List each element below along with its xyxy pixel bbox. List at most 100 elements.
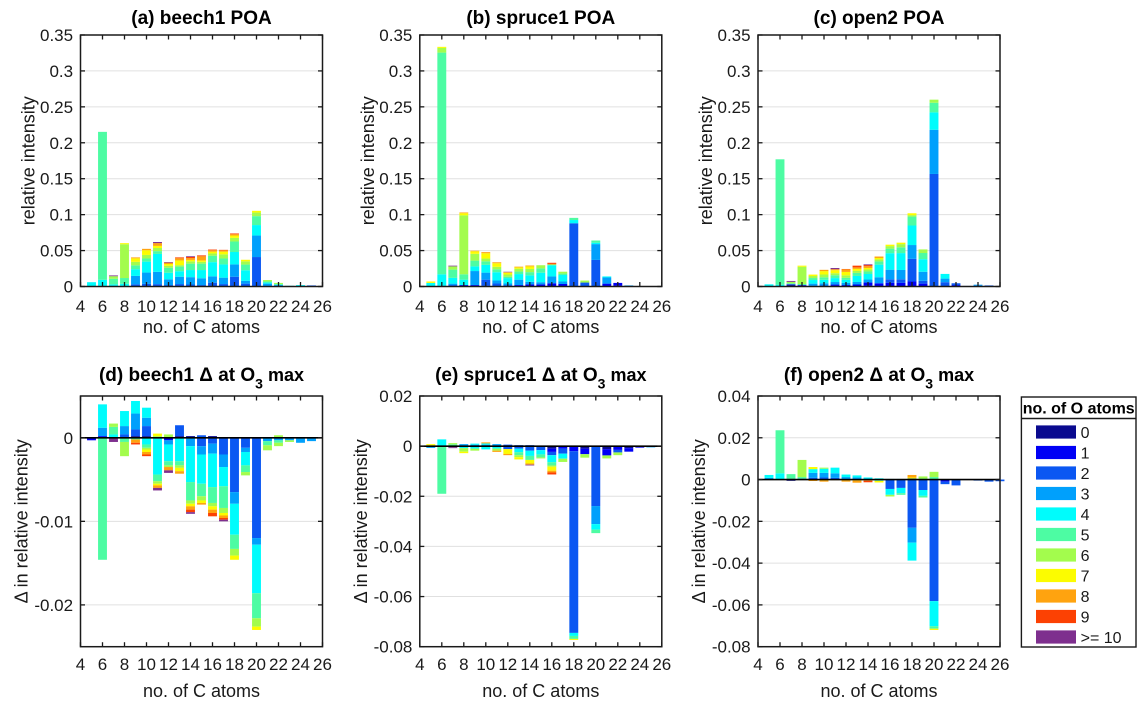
svg-text:10: 10 [137,655,156,674]
svg-text:12: 12 [159,297,178,316]
svg-text:4: 4 [415,297,424,316]
svg-text:0: 0 [403,437,412,456]
svg-text:(a) beech1 POA: (a) beech1 POA [131,8,272,29]
svg-text:Δ in relative intensity: Δ in relative intensity [689,439,709,603]
svg-text:-0.06: -0.06 [712,596,751,615]
svg-text:0.1: 0.1 [49,206,73,225]
svg-text:Δ in relative intensity: Δ in relative intensity [351,439,371,603]
svg-text:16: 16 [881,655,900,674]
svg-text:8: 8 [120,655,129,674]
svg-text:5: 5 [1081,527,1090,544]
svg-text:Δ in relative intensity: Δ in relative intensity [12,439,32,603]
svg-text:16: 16 [203,297,222,316]
svg-text:24: 24 [291,655,310,674]
svg-text:0.3: 0.3 [49,62,73,81]
svg-text:0: 0 [64,429,73,448]
svg-text:22: 22 [269,297,288,316]
svg-text:26: 26 [991,655,1010,674]
svg-text:0.25: 0.25 [40,98,73,117]
svg-text:24: 24 [291,297,310,316]
svg-text:12: 12 [159,655,178,674]
svg-text:0: 0 [64,278,73,297]
svg-text:0.05: 0.05 [718,242,751,261]
svg-text:10: 10 [476,655,495,674]
svg-text:8: 8 [797,655,806,674]
svg-text:18: 18 [225,655,244,674]
svg-text:6: 6 [98,655,107,674]
svg-text:4: 4 [753,297,762,316]
svg-text:14: 14 [859,655,878,674]
svg-text:14: 14 [520,297,539,316]
svg-text:20: 20 [586,655,605,674]
svg-text:4: 4 [753,655,762,674]
svg-text:22: 22 [608,297,627,316]
svg-text:-0.02: -0.02 [712,512,751,531]
svg-text:0.02: 0.02 [379,387,412,406]
svg-text:4: 4 [1081,507,1090,524]
svg-text:16: 16 [542,655,561,674]
svg-text:18: 18 [225,297,244,316]
svg-text:0: 0 [403,278,412,297]
svg-text:20: 20 [586,297,605,316]
svg-text:12: 12 [498,297,517,316]
svg-text:22: 22 [608,655,627,674]
svg-text:22: 22 [269,655,288,674]
svg-text:8: 8 [1081,589,1090,606]
svg-text:0.05: 0.05 [379,242,412,261]
svg-text:0.2: 0.2 [727,134,751,153]
svg-text:-0.01: -0.01 [34,512,73,531]
svg-text:6: 6 [437,655,446,674]
svg-text:no. of C atoms: no. of C atoms [482,681,599,701]
svg-text:12: 12 [498,655,517,674]
svg-text:(c) open2 POA: (c) open2 POA [814,8,945,29]
svg-text:0: 0 [741,278,750,297]
svg-text:26: 26 [652,297,671,316]
svg-text:12: 12 [837,297,856,316]
svg-text:8: 8 [120,297,129,316]
svg-text:0.02: 0.02 [718,429,751,448]
svg-text:0.15: 0.15 [40,170,73,189]
svg-text:16: 16 [881,297,900,316]
svg-text:0.3: 0.3 [389,62,413,81]
svg-text:0.35: 0.35 [718,26,751,45]
svg-text:20: 20 [247,655,266,674]
svg-text:-0.04: -0.04 [374,537,413,556]
svg-text:4: 4 [76,297,85,316]
svg-text:9: 9 [1081,609,1090,626]
svg-text:3: 3 [1081,486,1090,503]
svg-text:no. of C atoms: no. of C atoms [482,317,599,337]
svg-text:6: 6 [98,297,107,316]
svg-text:10: 10 [815,297,834,316]
svg-text:16: 16 [203,655,222,674]
svg-text:no. of O atoms: no. of O atoms [1023,401,1135,418]
svg-text:6: 6 [775,655,784,674]
svg-text:10: 10 [476,297,495,316]
svg-text:no. of C atoms: no. of C atoms [820,317,937,337]
svg-text:24: 24 [969,297,988,316]
svg-text:6: 6 [437,297,446,316]
svg-text:0.05: 0.05 [40,242,73,261]
svg-text:12: 12 [837,655,856,674]
svg-text:-0.04: -0.04 [712,554,751,573]
svg-text:(b) spruce1 POA: (b) spruce1 POA [466,8,615,29]
svg-text:18: 18 [564,655,583,674]
svg-text:8: 8 [459,297,468,316]
svg-text:24: 24 [630,655,649,674]
svg-text:1: 1 [1081,445,1090,462]
svg-text:18: 18 [903,297,922,316]
svg-text:relative intensity: relative intensity [358,96,378,225]
svg-text:10: 10 [137,297,156,316]
svg-text:18: 18 [564,297,583,316]
svg-text:0.35: 0.35 [40,26,73,45]
svg-text:26: 26 [991,297,1010,316]
svg-text:26: 26 [652,655,671,674]
svg-text:7: 7 [1081,568,1090,585]
svg-text:14: 14 [859,297,878,316]
svg-text:-0.08: -0.08 [374,638,413,657]
svg-text:14: 14 [181,297,200,316]
svg-text:14: 14 [181,655,200,674]
svg-text:26: 26 [313,297,332,316]
svg-text:20: 20 [925,297,944,316]
svg-text:0.15: 0.15 [379,170,412,189]
svg-text:22: 22 [947,297,966,316]
